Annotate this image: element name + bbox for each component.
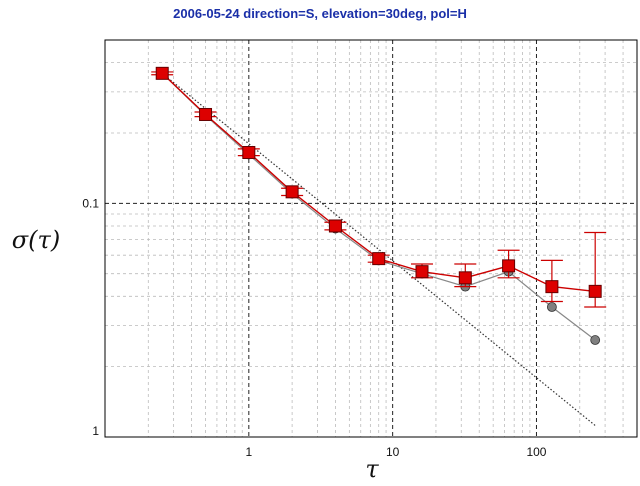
plot-frame: [104, 39, 638, 438]
frame-layer: [104, 39, 638, 438]
y-tick-label: 1: [92, 424, 99, 438]
grey-data-point: [590, 335, 601, 345]
red-data-point: [328, 219, 342, 233]
x-axis-label: τ: [365, 455, 379, 483]
y-tick-label: 0.1: [82, 196, 99, 210]
red-data-point: [242, 146, 256, 160]
red-data-point: [415, 265, 429, 279]
red-data-point: [588, 284, 602, 298]
series-layer: [151, 66, 607, 426]
red-data-point: [545, 280, 559, 294]
red-data-point: [458, 271, 472, 285]
red-data-point: [502, 259, 516, 273]
grid-layer: [104, 39, 638, 438]
chart-title: 2006-05-24 direction=S, elevation=30deg,…: [173, 6, 467, 21]
tick-layer: 1 10 100 0.1 1: [82, 196, 546, 459]
red-data-point: [372, 252, 386, 266]
y-axis-label: σ(τ): [12, 226, 60, 254]
red-data-point: [285, 185, 299, 199]
x-tick-label: 100: [526, 445, 546, 459]
x-tick-label: 10: [386, 445, 400, 459]
x-tick-label: 1: [245, 445, 252, 459]
red-data-point: [199, 107, 213, 121]
grey-data-point: [546, 302, 557, 312]
red-data-point: [155, 66, 169, 80]
